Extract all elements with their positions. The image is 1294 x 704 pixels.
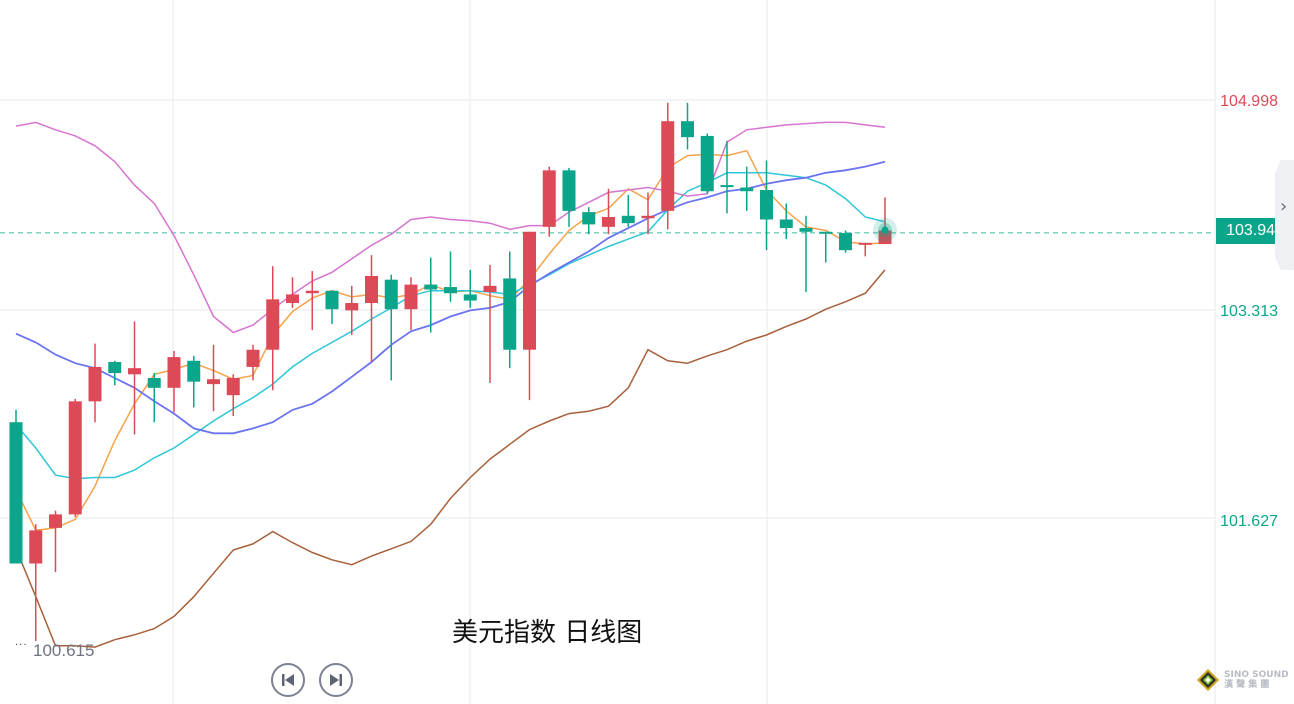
candle xyxy=(365,255,378,363)
candle xyxy=(858,242,872,257)
min-price-dots: ··· xyxy=(15,640,28,651)
skip-forward-icon xyxy=(330,674,342,686)
candle xyxy=(740,166,754,211)
price-tick-label: 103.313 xyxy=(1220,303,1278,320)
candle xyxy=(167,350,181,413)
candle xyxy=(839,230,852,253)
chart-title: 美元指数 日线图 xyxy=(452,618,643,648)
candle xyxy=(720,140,734,214)
line-ma5 xyxy=(15,149,886,532)
line-ma20 xyxy=(15,160,886,435)
candle xyxy=(226,374,240,417)
price-tick-label: 104.998 xyxy=(1220,93,1278,110)
candle xyxy=(424,257,438,333)
price-tick-label: 101.627 xyxy=(1220,513,1278,530)
skip-back-icon xyxy=(282,674,294,686)
chevron-right-icon: › xyxy=(1280,196,1288,217)
logo-text-en: SINO SOUND xyxy=(1224,670,1289,680)
line-boll_dn xyxy=(15,269,886,648)
candle xyxy=(404,277,418,331)
indicator-lines xyxy=(15,121,886,648)
candle xyxy=(542,166,556,237)
candle xyxy=(305,271,319,331)
candle xyxy=(444,251,457,302)
candle xyxy=(582,207,596,235)
candle xyxy=(602,188,615,235)
diamond-logo-icon xyxy=(1197,669,1219,691)
candle xyxy=(700,133,714,194)
candle xyxy=(779,203,793,240)
line-boll_up xyxy=(15,121,886,334)
candle xyxy=(207,344,220,412)
candle xyxy=(29,524,43,641)
candle xyxy=(562,167,576,227)
candle xyxy=(384,274,398,381)
candle xyxy=(523,231,536,401)
candle xyxy=(345,285,359,335)
expand-panel-tab[interactable]: › xyxy=(1275,160,1294,270)
candle xyxy=(187,355,201,408)
candle xyxy=(819,231,833,263)
candle xyxy=(147,373,161,423)
candle xyxy=(9,409,23,564)
candle xyxy=(266,266,280,391)
last-price-marker xyxy=(873,218,897,242)
scroll-to-end-button[interactable] xyxy=(319,663,353,697)
candle xyxy=(503,251,517,369)
candle xyxy=(68,398,82,517)
logo-text-cn: 漢 聲 集 團 xyxy=(1224,680,1270,690)
candle xyxy=(621,194,635,227)
candle xyxy=(463,269,477,308)
candle xyxy=(641,192,655,235)
scroll-to-start-button[interactable] xyxy=(271,663,305,697)
candle xyxy=(661,102,675,230)
candles xyxy=(9,102,892,641)
candle xyxy=(246,344,260,381)
candle xyxy=(286,277,299,308)
candle xyxy=(483,264,497,383)
min-price-label: 100.615 xyxy=(33,641,95,660)
candle xyxy=(88,343,102,423)
line-ma10 xyxy=(15,172,886,480)
candle xyxy=(128,321,141,435)
chart-grid xyxy=(0,0,1216,704)
candle xyxy=(681,102,694,150)
brand-logo: SINO SOUND 漢 聲 集 團 xyxy=(1196,668,1289,692)
candle xyxy=(108,360,122,386)
candle xyxy=(878,197,892,245)
candle xyxy=(325,290,339,324)
candle xyxy=(49,510,62,573)
candle xyxy=(799,215,813,292)
candle xyxy=(760,160,773,251)
